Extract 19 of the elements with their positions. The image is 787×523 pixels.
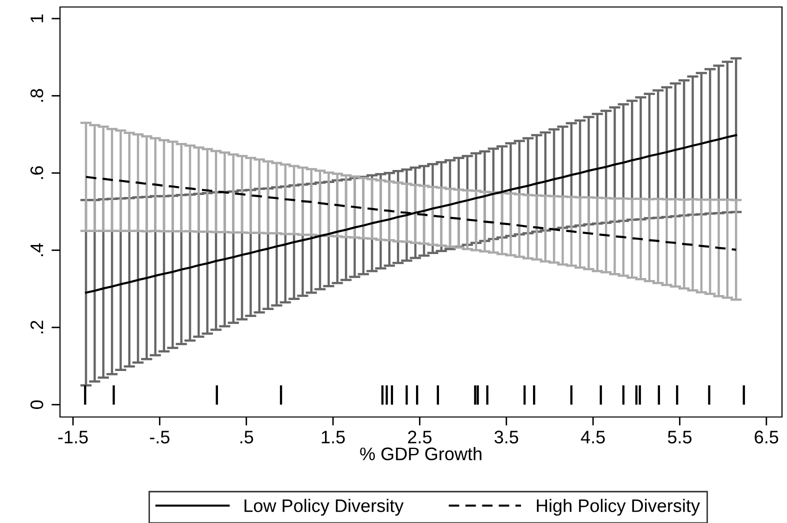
y-tick-label: 1 [30,14,44,22]
x-tick-label: -1.5 [58,430,88,444]
line-series [84,134,738,294]
x-tick-label: 2.5 [408,430,432,444]
y-tick-label: .8 [30,89,44,102]
x-tick-label: -.5 [150,430,170,444]
x-axis-title: % GDP Growth [360,447,482,460]
x-tick-label: 6.5 [754,430,778,444]
y-tick-label: .2 [30,320,44,334]
legend-label: Low Policy Diversity [244,498,404,516]
x-tick-label: 1.5 [322,430,345,444]
x-tick-label: 5.5 [668,430,692,444]
y-tick-label: 0 [30,400,44,409]
y-tick-label: .6 [30,166,44,179]
legend-label: High Policy Diversity [536,498,700,516]
y-tick-label: .4 [30,243,44,256]
x-tick-label: 3.5 [494,430,518,444]
x-tick-label: .5 [240,430,254,444]
x-tick-label: 4.5 [580,430,605,444]
